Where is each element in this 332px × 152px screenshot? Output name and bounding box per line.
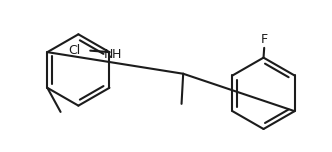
Text: Cl: Cl — [68, 44, 81, 57]
Text: F: F — [261, 33, 268, 46]
Text: N: N — [104, 48, 113, 61]
Text: H: H — [112, 48, 122, 61]
